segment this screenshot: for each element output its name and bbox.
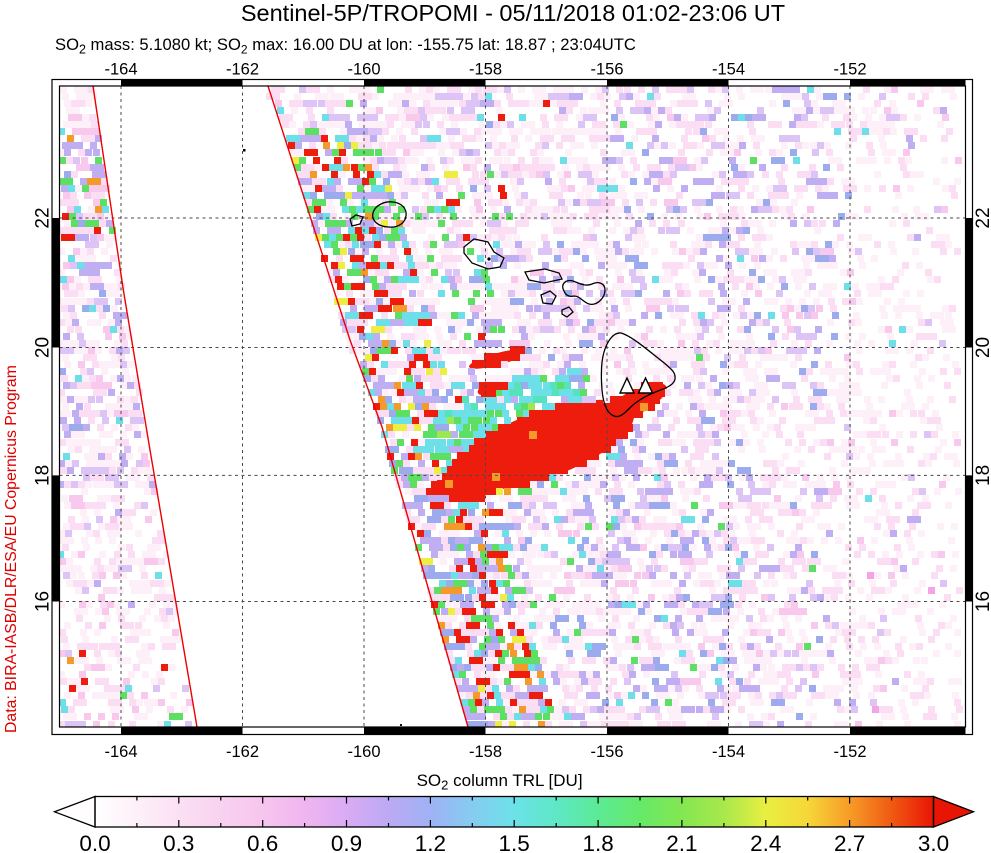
svg-text:2.7: 2.7 [834, 831, 865, 853]
svg-text:0.6: 0.6 [247, 831, 278, 853]
svg-text:16: 16 [973, 591, 991, 612]
svg-text:0.3: 0.3 [163, 831, 194, 853]
svg-text:3.0: 3.0 [918, 831, 949, 853]
svg-text:2.1: 2.1 [666, 831, 697, 853]
svg-text:0.0: 0.0 [79, 831, 110, 853]
svg-text:-152: -152 [833, 743, 866, 761]
svg-text:22: 22 [33, 207, 54, 228]
svg-text:-160: -160 [347, 61, 380, 79]
svg-text:-162: -162 [226, 743, 259, 761]
svg-text:18: 18 [33, 465, 54, 486]
svg-text:SO2 mass: 5.1080 kt; SO2 max:: SO2 mass: 5.1080 kt; SO2 max: 16.00 DU a… [55, 35, 636, 57]
svg-text:-160: -160 [347, 743, 380, 761]
svg-text:20: 20 [33, 337, 54, 358]
svg-text:Data: BIRA-IASB/DLR/ESA/EU Cop: Data: BIRA-IASB/DLR/ESA/EU Copernicus Pr… [3, 365, 20, 733]
svg-text:-162: -162 [226, 61, 259, 79]
svg-text:16: 16 [33, 591, 54, 612]
svg-text:Sentinel-5P/TROPOMI - 05/11/20: Sentinel-5P/TROPOMI - 05/11/2018 01:02-2… [241, 0, 785, 26]
svg-text:-156: -156 [590, 61, 623, 79]
svg-text:0.9: 0.9 [331, 831, 362, 853]
svg-text:22: 22 [973, 207, 991, 228]
svg-text:-164: -164 [104, 743, 137, 761]
svg-text:1.2: 1.2 [415, 831, 446, 853]
svg-text:-158: -158 [469, 743, 502, 761]
svg-text:-164: -164 [104, 61, 137, 79]
svg-text:-152: -152 [833, 61, 866, 79]
svg-text:-156: -156 [590, 743, 623, 761]
svg-text:18: 18 [973, 465, 991, 486]
svg-text:-154: -154 [712, 61, 745, 79]
svg-text:1.5: 1.5 [499, 831, 530, 853]
svg-text:2.4: 2.4 [750, 831, 781, 853]
svg-text:SO2 column TRL [DU]: SO2 column TRL [DU] [417, 771, 583, 793]
svg-text:-158: -158 [469, 61, 502, 79]
svg-text:-154: -154 [712, 743, 745, 761]
svg-text:1.8: 1.8 [582, 831, 613, 853]
svg-text:20: 20 [973, 337, 991, 358]
